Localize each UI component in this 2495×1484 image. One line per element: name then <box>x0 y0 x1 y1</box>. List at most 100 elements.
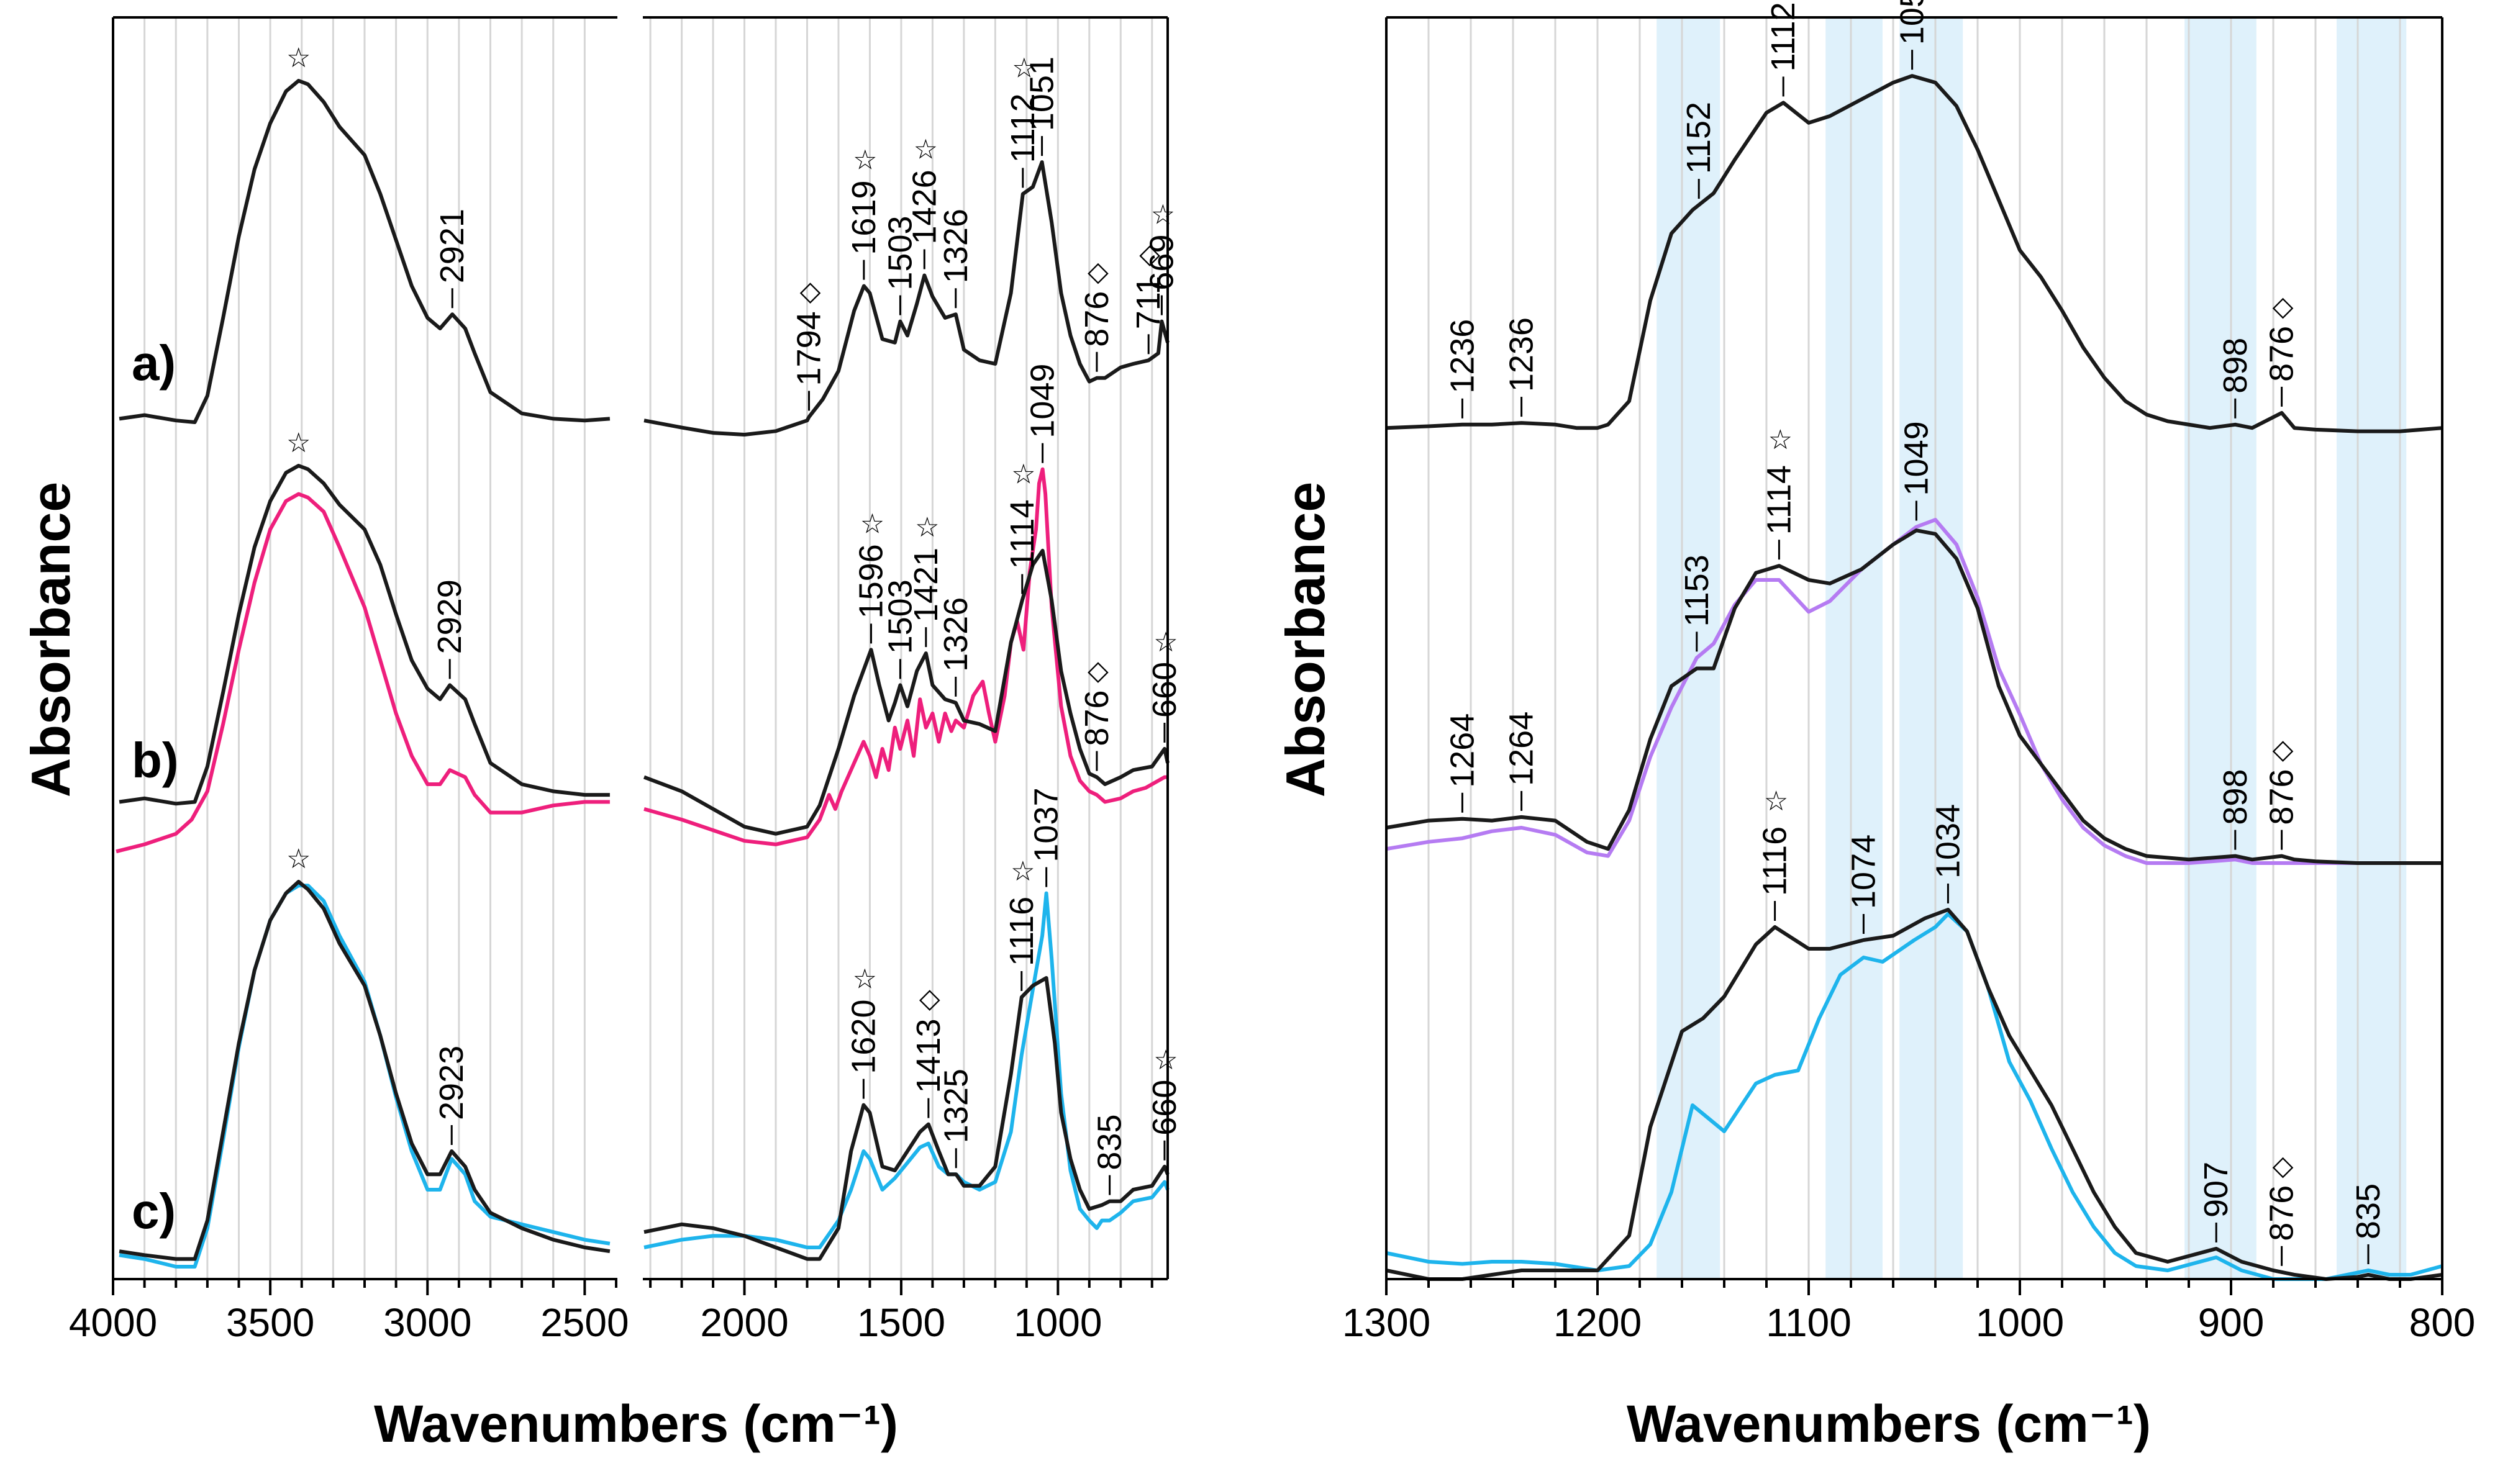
right-spectra <box>1386 74 2443 1281</box>
star-marker-icon: ☆ <box>914 135 938 165</box>
left-x-axis: 4000 3500 3000 2500 2000 1500 1000 <box>69 1279 1153 1345</box>
peak-label: 2923 <box>433 1046 470 1120</box>
right-y-axis-title: Absorbance <box>1275 482 1336 798</box>
right-plot-background <box>1657 17 2407 1279</box>
peak-label: 1049 <box>1897 421 1935 495</box>
right-x-axis-title: Wavenumbers (cm⁻¹) <box>1627 1395 2151 1453</box>
axis-break-top <box>617 14 643 21</box>
diamond-marker-icon: ◇ <box>2273 291 2294 322</box>
series-line-c-black <box>1386 908 2443 1281</box>
diamond-marker-icon: ◇ <box>1139 238 1160 269</box>
x-tick-label: 3000 <box>383 1300 471 1345</box>
peak-label: 1051 <box>1894 0 1931 45</box>
peak-label: 2929 <box>431 579 468 654</box>
peak-label: 1116 <box>1756 826 1794 896</box>
peak-label: 1426 <box>906 170 943 244</box>
trace-label-a: a) <box>132 335 176 391</box>
diamond-marker-icon: ◇ <box>2273 735 2294 765</box>
star-marker-icon: ☆ <box>1153 1045 1178 1075</box>
highlight-band <box>1899 17 1963 1279</box>
peak-label: 1325 <box>937 1069 975 1143</box>
peak-label: 1114 <box>1004 499 1041 569</box>
star-marker-icon: ☆ <box>1151 200 1175 230</box>
peak-label: 835 <box>2350 1183 2387 1239</box>
diamond-marker-icon: ◇ <box>919 984 940 1014</box>
peak-label: 1503 <box>881 579 919 654</box>
peak-label: 669 <box>1143 234 1180 290</box>
peak-label: 1421 <box>907 548 945 622</box>
diamond-marker-icon: ◇ <box>1088 656 1109 686</box>
peak-label: 1049 <box>1024 364 1061 438</box>
peak-label: 1051 <box>1024 57 1061 131</box>
star-marker-icon: ☆ <box>915 512 939 543</box>
x-tick-label: 800 <box>2409 1300 2476 1345</box>
x-tick-label: 1100 <box>1766 1300 1852 1345</box>
peak-label: 1034 <box>1929 804 1966 879</box>
x-tick-label: 900 <box>2198 1300 2265 1345</box>
right-plot-frame <box>1385 16 2443 1280</box>
peak-label: 660 <box>1146 662 1183 718</box>
left-peak-labels: ☆29211794◇1619☆15031426☆13261112☆1051876… <box>286 43 1183 1195</box>
star-marker-icon: ☆ <box>1011 856 1035 887</box>
star-marker-icon: ☆ <box>1768 425 1793 455</box>
peak-label: 1112 <box>1765 2 1802 71</box>
x-tick-label: 2500 <box>540 1300 629 1345</box>
star-marker-icon: ☆ <box>1012 53 1036 83</box>
peak-label: 1326 <box>937 597 975 672</box>
peak-label: 835 <box>1091 1114 1129 1170</box>
peak-label: 1116 <box>1003 897 1040 966</box>
peak-label: 1264 <box>1503 712 1540 786</box>
right-peak-labels: 1236123611521112☆1051898876◇126412641153… <box>1443 0 2387 1266</box>
peak-label: 1619 <box>845 180 883 255</box>
x-tick-label: 3500 <box>226 1300 314 1345</box>
peak-label: 1152 <box>1680 102 1717 174</box>
x-tick-label: 1000 <box>1976 1300 2064 1345</box>
peak-label: 876 <box>2263 1185 2301 1241</box>
series-line-b-violet <box>1386 518 2442 865</box>
peak-label: 1413 <box>910 1018 947 1093</box>
star-marker-icon: ☆ <box>1153 627 1178 658</box>
series-line-b-pink-high <box>116 492 610 854</box>
peak-label: 1074 <box>1845 835 1882 909</box>
peak-label: 1503 <box>881 215 919 290</box>
left-spectra <box>116 79 1170 1269</box>
series-line-b-black <box>1386 528 2442 865</box>
x-tick-label: 1500 <box>857 1300 945 1345</box>
trace-label-c: c) <box>132 1183 176 1239</box>
peak-label: 660 <box>1146 1080 1183 1136</box>
peak-label: 1264 <box>1443 713 1481 788</box>
series-line-b-pink-fingerprint <box>643 467 1168 846</box>
star-marker-icon: ☆ <box>286 844 311 874</box>
star-marker-icon: ☆ <box>1764 786 1788 817</box>
diamond-marker-icon: ◇ <box>2273 1151 2294 1181</box>
series-line-c-black-high <box>119 880 611 1261</box>
highlight-band <box>2184 17 2256 1279</box>
peak-label: 876 <box>1078 690 1116 746</box>
peak-label: 907 <box>2197 1162 2235 1218</box>
highlight-band <box>2337 17 2407 1279</box>
star-marker-icon: ☆ <box>1011 459 1035 490</box>
peak-label: 1326 <box>937 209 975 283</box>
right-gridlines <box>1427 17 2401 1279</box>
trace-identifiers: a) b) c) <box>132 335 179 1239</box>
x-tick-label: 1300 <box>1342 1300 1430 1345</box>
peak-label: 898 <box>2217 338 2254 394</box>
peak-label: 898 <box>2217 769 2254 825</box>
star-marker-icon: ☆ <box>853 145 877 176</box>
right-x-axis: 1300 1200 1100 1000 900 800 <box>1342 1279 2476 1345</box>
left-x-axis-title: Wavenumbers (cm⁻¹) <box>374 1395 898 1453</box>
peak-label: 1596 <box>853 544 890 618</box>
peak-label: 1236 <box>1503 317 1540 392</box>
diamond-marker-icon: ◇ <box>800 276 821 307</box>
series-line-a-black-high <box>119 79 611 424</box>
star-marker-icon: ☆ <box>860 509 884 539</box>
left-plot-frame <box>112 14 1169 1283</box>
peak-label: 876 <box>1078 291 1116 347</box>
series-line-b-black-high <box>119 464 610 806</box>
peak-label: 1620 <box>845 999 882 1074</box>
axis-break-bottom <box>617 1275 643 1283</box>
star-marker-icon: ☆ <box>286 43 311 73</box>
peak-label: 2921 <box>434 209 471 283</box>
x-tick-label: 2000 <box>700 1300 788 1345</box>
peak-label: 1114 <box>1760 465 1797 535</box>
